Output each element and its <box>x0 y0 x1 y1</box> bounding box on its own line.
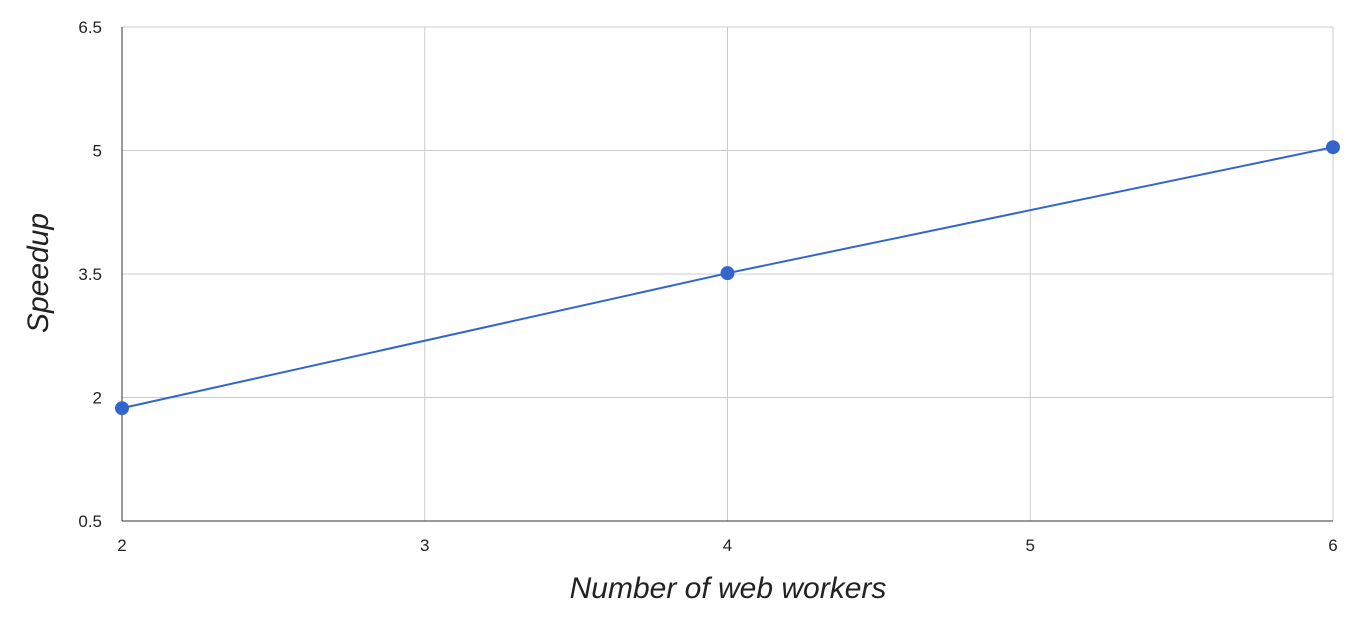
y-tick-label: 3.5 <box>78 265 102 284</box>
x-tick-label: 4 <box>723 536 732 555</box>
y-tick-label: 2 <box>93 389 102 408</box>
series <box>115 140 1340 416</box>
data-point <box>720 266 735 281</box>
tick-labels: 0.5 2 3.5 5 6.5 2 3 4 5 6 <box>78 18 1337 555</box>
y-axis-title: Speedup <box>22 213 55 333</box>
axes <box>121 27 1333 522</box>
x-tick-label: 2 <box>117 536 126 555</box>
x-axis-title: Number of web workers <box>570 572 887 605</box>
y-tick-label: 5 <box>93 142 102 161</box>
y-tick-label: 6.5 <box>78 18 102 37</box>
data-point <box>115 401 129 416</box>
x-tick-label: 3 <box>420 536 429 555</box>
y-tick-label: 0.5 <box>78 512 102 531</box>
data-point <box>1326 140 1340 155</box>
x-tick-label: 5 <box>1026 536 1035 555</box>
x-tick-label: 6 <box>1328 536 1337 555</box>
